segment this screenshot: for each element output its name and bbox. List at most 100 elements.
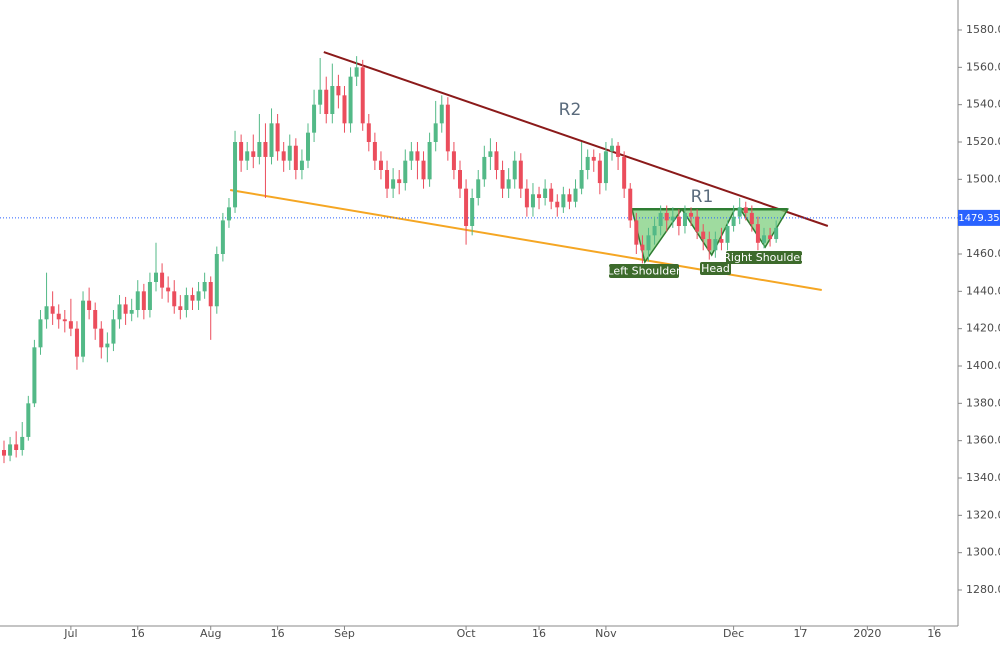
candle-body	[567, 194, 572, 202]
candle-body	[147, 282, 152, 310]
y-tick-label: 1560.00	[966, 60, 1000, 73]
x-tick-label: Dec	[723, 627, 744, 640]
candle-body	[172, 291, 177, 307]
candle-body	[135, 291, 140, 310]
candle-body	[403, 160, 408, 184]
candle-body	[299, 160, 304, 170]
candle-body	[202, 282, 207, 292]
candle-body	[196, 291, 201, 301]
candle-body	[743, 207, 748, 213]
candle-body	[208, 282, 213, 307]
candle-body	[482, 156, 487, 180]
candle-body	[263, 142, 268, 157]
candle-body	[233, 142, 238, 208]
candle-body	[336, 86, 341, 96]
candle-body	[239, 142, 244, 161]
candle-body	[409, 151, 414, 161]
candle-body	[348, 76, 353, 124]
y-tick-label: 1320.00	[966, 508, 1000, 521]
x-tick-label: 17	[793, 627, 807, 640]
candle-body	[555, 201, 560, 208]
candle-body	[257, 142, 262, 157]
candle-body	[129, 310, 134, 314]
candle-body	[421, 160, 426, 180]
candle-body	[458, 170, 462, 189]
candle-body	[391, 179, 396, 189]
candle-body	[105, 343, 110, 348]
candle-body	[689, 212, 694, 217]
candle-body	[682, 212, 687, 226]
candle-body	[658, 212, 663, 226]
candle-body	[628, 188, 633, 221]
candle-body	[768, 235, 773, 240]
candle-body	[281, 151, 286, 161]
candle-body	[50, 306, 55, 314]
candle-body	[117, 304, 122, 320]
candle-body	[141, 291, 146, 310]
candle-body	[14, 444, 19, 450]
candle-body	[725, 226, 730, 243]
x-tick-label: 16	[271, 627, 285, 640]
label-box	[609, 264, 679, 278]
candle-body	[579, 170, 584, 189]
x-tick-label: Sep	[334, 627, 355, 640]
candle-body	[676, 216, 681, 226]
candle-body	[616, 145, 621, 157]
annotations: R2 R1 Left Shoulder Head Right Shoulder	[559, 100, 805, 278]
trendline	[323, 51, 829, 227]
candle-body	[378, 160, 383, 170]
candle-body	[214, 254, 219, 307]
y-tick-label: 1340.00	[966, 471, 1000, 484]
candle-body	[427, 142, 432, 180]
candle-body	[312, 104, 317, 133]
candle-body	[731, 216, 736, 226]
candle-body	[99, 328, 104, 348]
candle-body	[269, 123, 274, 157]
candle-body	[275, 123, 280, 152]
candle-body	[68, 321, 73, 329]
annotation: R2	[559, 100, 582, 120]
candle-body	[32, 347, 37, 404]
y-tick-label: 1500.00	[966, 172, 1000, 185]
x-tick-label: 16	[131, 627, 145, 640]
candle-body	[287, 145, 292, 161]
annotation: Head	[701, 262, 730, 275]
x-tick-label: 2020	[853, 627, 881, 640]
y-tick-label: 1360.00	[966, 434, 1000, 447]
candle-body	[160, 272, 165, 288]
candle-body	[397, 179, 402, 184]
candle-body	[543, 188, 548, 198]
candle-body	[81, 300, 86, 357]
candle-body	[8, 444, 13, 456]
label-box	[700, 262, 731, 275]
candle-body	[87, 300, 92, 310]
candle-body	[184, 295, 189, 310]
candle-body	[433, 123, 438, 142]
candle-body	[38, 319, 43, 348]
candle-body	[178, 306, 183, 310]
candle-body	[597, 160, 602, 184]
y-tick-label: 1280.00	[966, 583, 1000, 596]
candle-body	[476, 179, 481, 198]
candle-body	[220, 220, 225, 254]
x-tick-label: Jul	[63, 627, 77, 640]
candle-body	[330, 86, 335, 114]
x-tick-label: Nov	[595, 627, 617, 640]
candle-body	[154, 272, 158, 282]
candle-body	[190, 295, 195, 301]
x-tick-label: Aug	[200, 627, 221, 640]
candle-body	[749, 212, 754, 225]
candle-body	[488, 151, 493, 157]
candle-body	[664, 212, 669, 221]
candle-body	[530, 194, 535, 208]
plot-area	[0, 51, 958, 464]
candle-body	[591, 156, 596, 161]
candle-body	[415, 151, 420, 161]
x-tick-label: Oct	[457, 627, 477, 640]
last-price-label: 1479.35	[958, 213, 999, 224]
candle-body	[111, 319, 116, 344]
candle-body	[2, 450, 6, 456]
candle-body	[26, 403, 31, 437]
